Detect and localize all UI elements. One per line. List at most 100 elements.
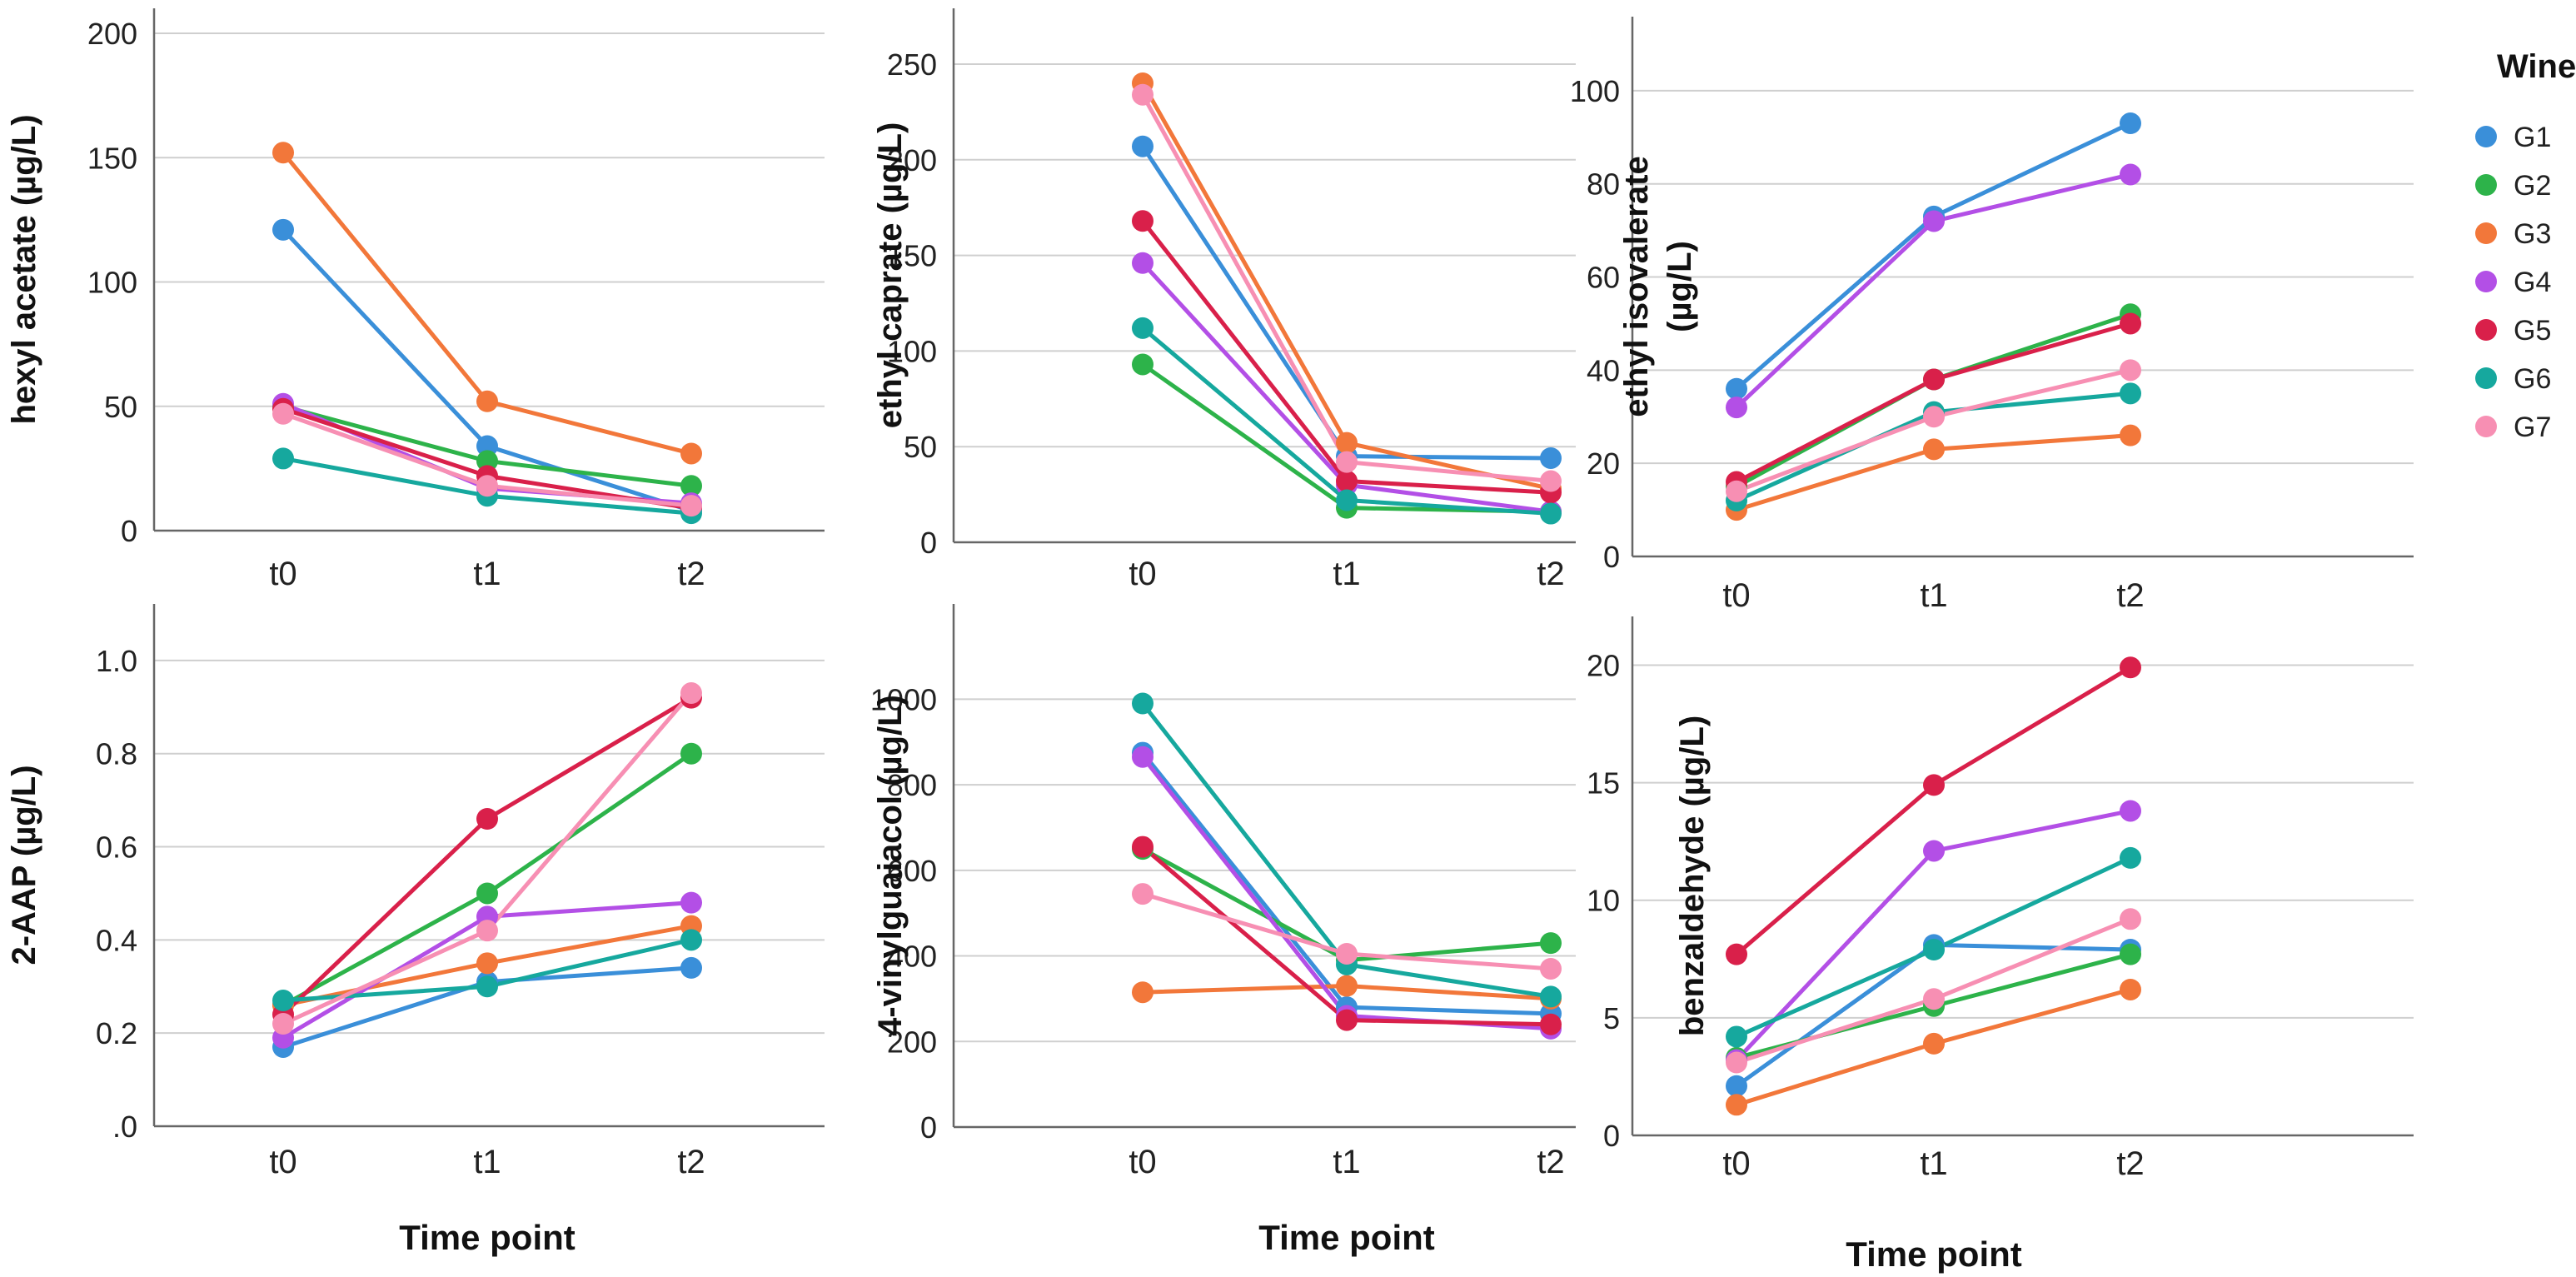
y-tick-label: 1.0 <box>96 644 137 678</box>
data-point-g5 <box>476 808 498 830</box>
data-point-g3 <box>476 952 498 975</box>
legend-label: G2 <box>2514 170 2551 202</box>
y-tick-label: 0.8 <box>96 737 137 771</box>
data-point-g6 <box>272 447 294 470</box>
data-point-g5 <box>2120 656 2141 679</box>
legend-item-g6: G6 <box>2475 363 2551 395</box>
y-tick-label: 200 <box>87 17 137 51</box>
data-point-g2 <box>476 450 498 472</box>
x-tick-label: t2 <box>677 1144 705 1180</box>
x-tick-label: t0 <box>1722 1145 1750 1182</box>
legend-label: G4 <box>2514 267 2551 298</box>
x-tick-label: t1 <box>1333 1144 1360 1180</box>
legend-item-g2: G2 <box>2475 170 2551 202</box>
data-point-g4 <box>1726 397 1747 419</box>
x-axis-label: Time point <box>1846 1235 2022 1274</box>
legend-label: G6 <box>2514 363 2551 395</box>
data-point-g1 <box>1726 1075 1747 1097</box>
y-tick-label: .0 <box>112 1110 137 1144</box>
data-point-g3 <box>1923 1032 1945 1055</box>
y-tick-label: 0 <box>1603 1119 1620 1153</box>
data-point-g2 <box>680 475 702 497</box>
chart-panel-3: 0 20 40 60 80 100 t0 t1 t2 ethyl isovalerate (µg/L… <box>1570 17 2414 614</box>
data-point-g3 <box>2120 424 2141 446</box>
y-axis-label: 4-vinylguaiacol (µg/L) <box>872 695 909 1036</box>
chart-panel-1: 0 50 100 150 200 t0 t1 t2 hexyl acetate (µg/L) <box>6 8 825 592</box>
legend-item-g1: G1 <box>2475 122 2551 153</box>
legend-item-g3: G3 <box>2475 218 2551 250</box>
data-point-g3 <box>1132 981 1153 1004</box>
data-point-g6 <box>272 990 294 1012</box>
data-point-g6 <box>1132 317 1153 339</box>
data-point-g7 <box>680 682 702 705</box>
x-tick-label: t1 <box>473 1144 501 1180</box>
x-tick-label: t2 <box>677 556 705 592</box>
data-point-g7 <box>1726 480 1747 502</box>
data-point-g2 <box>1540 932 1562 955</box>
data-point-g6 <box>1923 939 1945 961</box>
data-point-g4 <box>1132 746 1153 768</box>
y-tick-label: 20 <box>1587 648 1620 682</box>
data-point-g5 <box>1336 1009 1358 1031</box>
data-point-g6 <box>476 975 498 998</box>
y-tick-label: 800 <box>887 768 937 802</box>
data-point-g4 <box>2120 163 2141 186</box>
data-point-g7 <box>1923 406 1945 428</box>
data-point-g5 <box>1540 1013 1562 1035</box>
chart-panel-4: .0 0.2 0.4 0.6 0.8 1.0 t0 t1 t2 2-AAP (µg/L) Time … <box>6 604 825 1257</box>
data-point-g3 <box>680 442 702 465</box>
data-point-g7 <box>1132 83 1153 106</box>
data-point-g2 <box>680 742 702 765</box>
x-tick-label: t0 <box>1722 577 1750 614</box>
data-point-g1 <box>272 218 294 241</box>
x-tick-label: t0 <box>269 1144 296 1180</box>
legend-label: G5 <box>2514 315 2551 347</box>
x-axis-label: Time point <box>1258 1218 1435 1257</box>
series-line-g5 <box>1735 666 2132 956</box>
y-tick-label: 50 <box>904 430 937 464</box>
data-point-g7 <box>1540 470 1562 492</box>
data-point-g6 <box>2120 382 2141 405</box>
legend-marker <box>2475 174 2497 196</box>
legend-item-g7: G7 <box>2475 412 2551 443</box>
y-axis-label: benzaldehyde (µg/L) <box>1674 716 1711 1036</box>
y-tick-label: 400 <box>887 940 937 974</box>
data-point-g5 <box>1336 470 1358 492</box>
series-line-g3 <box>1140 82 1552 491</box>
y-axis-label: hexyl acetate (µg/L) <box>6 114 42 424</box>
data-point-g6 <box>680 929 702 951</box>
data-point-g7 <box>1132 883 1153 905</box>
y-tick-label: 80 <box>1587 167 1620 202</box>
series-line-g7 <box>1140 93 1552 484</box>
legend-item-g4: G4 <box>2475 267 2551 298</box>
data-point-g3 <box>272 142 294 164</box>
data-point-g7 <box>1726 1051 1747 1074</box>
data-point-g6 <box>1540 502 1562 525</box>
y-tick-label: 5 <box>1603 1001 1620 1035</box>
data-point-g3 <box>1726 1094 1747 1116</box>
legend-label: G7 <box>2514 412 2551 443</box>
y-axis-label: ethyl caprate (µg/L) <box>872 122 909 429</box>
data-point-g4 <box>680 891 702 914</box>
legend-marker <box>2475 222 2497 244</box>
data-point-g4 <box>1132 252 1153 274</box>
chart-panel-6: 0 5 10 15 20 t0 t1 t2 benzaldehyde (µg/L) Time po… <box>1587 616 2414 1274</box>
y-tick-label: 10 <box>1587 884 1620 918</box>
data-point-g6 <box>1336 489 1358 511</box>
x-axis-label: Time point <box>399 1218 575 1257</box>
chart-panel-2: 0 50 100 150 200 250 t0 t1 t2 ethyl caprate (µg/L… <box>872 8 1576 592</box>
y-tick-label: 40 <box>1587 353 1620 387</box>
data-point-g1 <box>1540 446 1562 469</box>
data-point-g6 <box>1540 985 1562 1008</box>
data-point-g7 <box>1923 988 1945 1010</box>
x-tick-label: t2 <box>2116 577 2144 614</box>
y-tick-label: 250 <box>887 47 937 82</box>
data-point-g5 <box>1923 774 1945 796</box>
y-tick-label: 0 <box>920 1110 937 1145</box>
legend: Wine G1 G2 G3 G4 G5 G6 G7 <box>2475 48 2576 443</box>
y-tick-label: 50 <box>104 390 137 424</box>
y-tick-label: 0.6 <box>96 831 137 865</box>
data-point-g1 <box>680 956 702 979</box>
x-tick-label: t2 <box>1537 1144 1564 1180</box>
